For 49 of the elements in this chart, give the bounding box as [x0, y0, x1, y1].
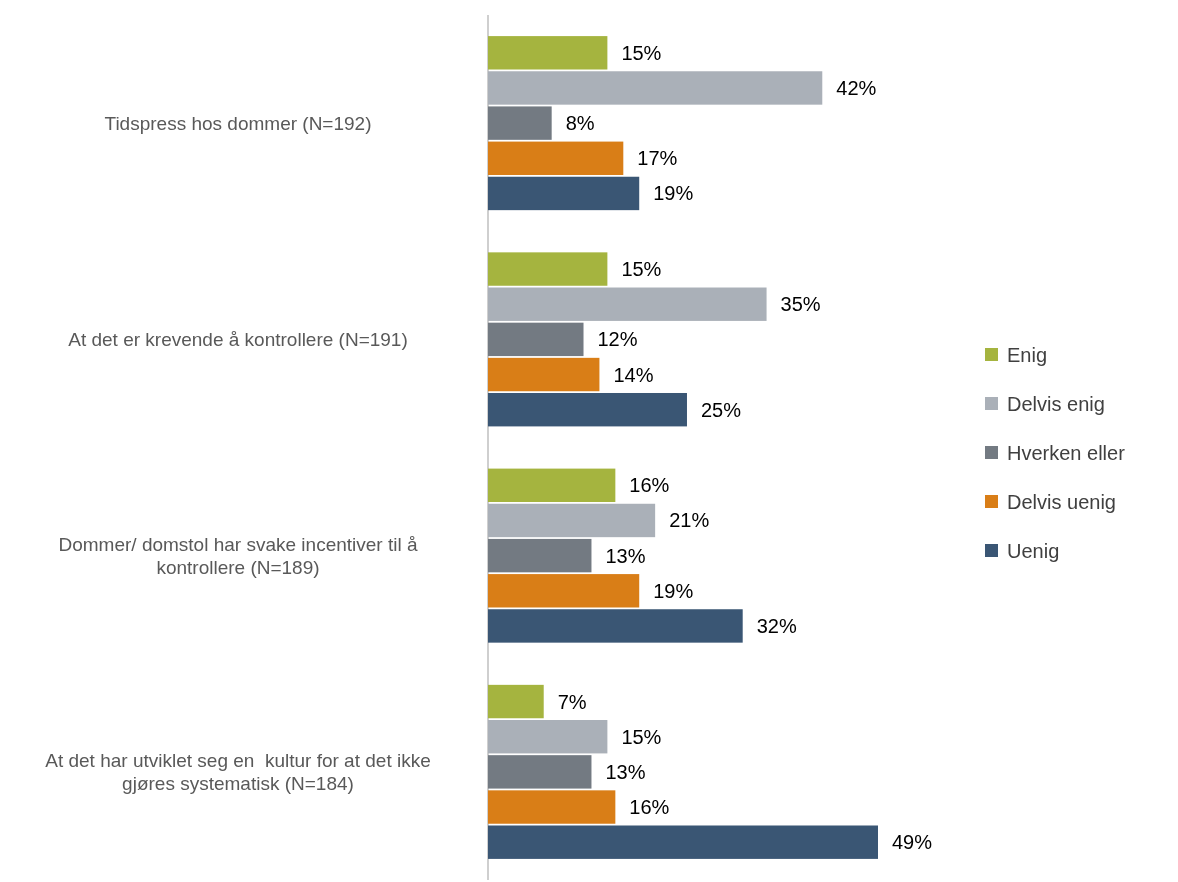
legend-label: Uenig — [1007, 540, 1060, 562]
bar — [488, 825, 878, 859]
data-label: 13% — [605, 760, 646, 783]
data-label: 19% — [653, 182, 694, 205]
bar — [488, 468, 616, 502]
data-label: 12% — [597, 328, 638, 351]
bar — [488, 393, 687, 427]
data-label: 49% — [892, 831, 933, 854]
data-label: 17% — [637, 147, 678, 170]
data-label: 35% — [780, 293, 821, 316]
data-label: 15% — [621, 725, 662, 748]
data-label: 19% — [653, 579, 694, 602]
bar — [488, 357, 600, 392]
bar — [488, 720, 608, 754]
bar — [488, 790, 616, 824]
data-label: 32% — [756, 614, 797, 637]
bar — [488, 538, 592, 573]
data-label: 16% — [629, 796, 670, 819]
data-label: 8% — [565, 112, 595, 135]
y-tick-label: Tidspress hos dommer (N=192) — [104, 113, 372, 135]
bar — [488, 755, 592, 789]
legend-label: Delvis uenig — [1007, 491, 1116, 513]
data-label: 13% — [605, 544, 646, 567]
data-label: 15% — [621, 258, 662, 281]
data-label: 14% — [613, 363, 654, 386]
bar — [488, 106, 552, 140]
data-label: 42% — [836, 76, 877, 99]
bar — [488, 322, 584, 357]
bar — [488, 252, 608, 286]
bar — [488, 141, 624, 175]
y-tick-label: At det har utviklet seg en kultur for at det ikke gjøres systematisk (N=184) — [45, 750, 431, 795]
bar — [488, 36, 608, 70]
y-tick-label: At det er krevende å kontrollere (N=191) — [68, 329, 408, 351]
bar — [488, 609, 743, 643]
data-label: 21% — [669, 509, 710, 532]
bar — [488, 684, 544, 719]
legend-label: Delvis enig — [1007, 393, 1105, 415]
data-label: 15% — [621, 41, 662, 64]
bar — [488, 71, 823, 105]
y-tick-label: Dommer/ domstol har svake incentiver til å kontrollere (N=189) — [58, 534, 418, 579]
bar — [488, 176, 640, 211]
data-label: 7% — [557, 690, 587, 713]
bar — [488, 287, 767, 321]
data-label: 16% — [629, 474, 670, 497]
legend-label: Hverken eller — [1007, 442, 1126, 464]
legend-label: Enig — [1007, 344, 1048, 366]
data-label: 25% — [700, 398, 742, 421]
bar — [488, 503, 656, 538]
bar — [488, 574, 640, 608]
